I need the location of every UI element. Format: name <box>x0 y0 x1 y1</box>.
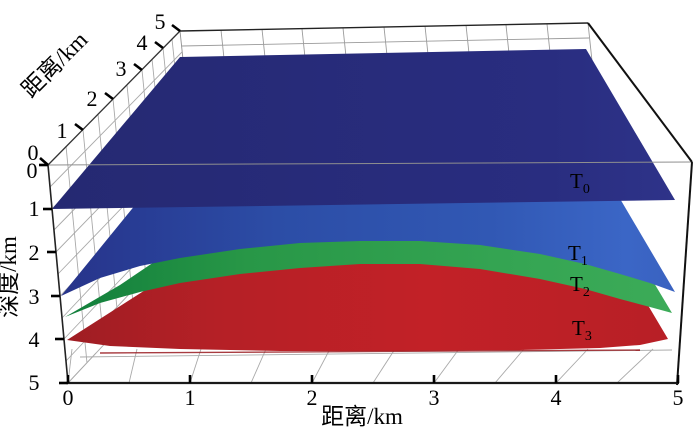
right-top-diagonal-edge <box>587 22 693 163</box>
tick <box>104 91 114 101</box>
y-tick-label: 1 <box>57 118 68 143</box>
y-tick-label: 4 <box>137 30 148 55</box>
x-tick-label: 4 <box>551 385 562 410</box>
x-tick-label: 1 <box>185 385 196 410</box>
tick <box>133 62 143 72</box>
z-axis-line <box>47 164 69 384</box>
z-axis-title: 深度/km <box>0 236 21 318</box>
box-frame <box>47 22 693 386</box>
y-axis-tick-labels: 0 1 2 3 4 5 <box>28 9 166 165</box>
x-tick-label: 5 <box>673 385 684 410</box>
z-tick-label: 4 <box>29 327 40 352</box>
tick <box>154 40 164 50</box>
floor-left-edge <box>67 352 97 384</box>
surface-t0-navy <box>52 49 675 209</box>
y-tick-label: 2 <box>87 86 98 111</box>
z-tick-label: 2 <box>29 240 40 265</box>
backwall-depth-line <box>181 37 590 47</box>
floor-x-line <box>616 348 654 384</box>
label-t1: T1 <box>568 241 588 269</box>
z-tick-label: 5 <box>29 370 40 395</box>
tick <box>74 122 84 132</box>
z-axis-ticks <box>39 163 68 385</box>
label-t2: T2 <box>570 272 590 300</box>
x-axis-tick-labels: 0 1 2 3 4 5 <box>63 385 684 410</box>
floor-x-line <box>433 348 460 384</box>
floor-grid <box>67 348 673 384</box>
back-top-edge <box>179 22 589 32</box>
floor-x-line <box>128 348 138 384</box>
y-axis-line <box>47 30 181 166</box>
y-tick-label: 0 <box>28 140 39 165</box>
right-vertical-edge <box>676 161 693 386</box>
tick <box>39 157 49 166</box>
z-tick-label: 1 <box>29 196 40 221</box>
y-tick-label: 3 <box>116 56 127 81</box>
label-t0: T0 <box>570 169 590 197</box>
floor-x-line <box>311 348 331 384</box>
floor-x-line <box>250 348 267 384</box>
floor-x-line <box>372 348 396 384</box>
z-tick-label: 3 <box>29 284 40 309</box>
label-t3: T3 <box>572 316 592 344</box>
tick <box>171 23 181 33</box>
surface-t3-underline <box>99 349 641 354</box>
box-front-top-edge <box>47 161 693 166</box>
x-tick-label: 3 <box>429 385 440 410</box>
x-tick-label: 2 <box>307 385 318 410</box>
wall-y-line <box>65 145 88 364</box>
x-axis-title: 距离/km <box>321 404 403 429</box>
floor-x-line <box>189 348 202 384</box>
backwall-x-line <box>587 22 593 62</box>
x-tick-label: 0 <box>63 385 74 410</box>
floor-y-line <box>79 349 673 358</box>
x-axis-ticks <box>66 375 680 383</box>
wall-y-line <box>82 129 105 346</box>
y-tick-label: 5 <box>155 9 166 34</box>
floor-x-line <box>555 348 589 384</box>
z-axis-tick-labels: 0 1 2 3 4 5 <box>27 158 40 395</box>
horizon-labels: T0 T1 T2 T3 <box>568 169 592 344</box>
y-axis-ticks <box>39 23 181 166</box>
z-tick-label: 0 <box>27 158 38 183</box>
floor-x-line <box>494 348 525 384</box>
y-axis-title: 距离/km <box>17 27 93 103</box>
